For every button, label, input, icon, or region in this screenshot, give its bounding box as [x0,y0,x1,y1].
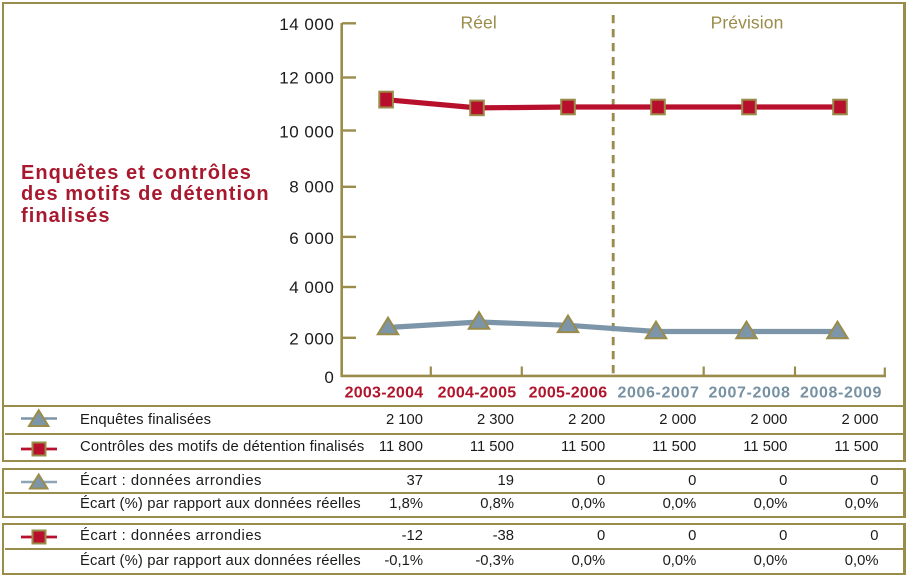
svg-text:Réel: Réel [460,13,496,33]
svg-text:2005-2006: 2005-2006 [529,385,608,402]
svg-text:6 000: 6 000 [289,229,334,248]
svg-text:2003-2004: 2003-2004 [345,385,424,402]
svg-text:2008-2009: 2008-2009 [800,385,882,402]
svg-text:8 000: 8 000 [289,177,334,196]
svg-text:10 000: 10 000 [279,122,334,141]
svg-text:0: 0 [324,368,334,387]
svg-text:4 000: 4 000 [289,278,334,297]
svg-text:2006-2007: 2006-2007 [618,385,700,402]
svg-text:2004-2005: 2004-2005 [438,385,517,402]
svg-text:12 000: 12 000 [279,69,334,88]
svg-text:2007-2008: 2007-2008 [709,385,791,402]
svg-text:2 000: 2 000 [289,329,334,348]
svg-text:14 000: 14 000 [279,15,334,34]
svg-text:Prévision: Prévision [711,13,784,33]
